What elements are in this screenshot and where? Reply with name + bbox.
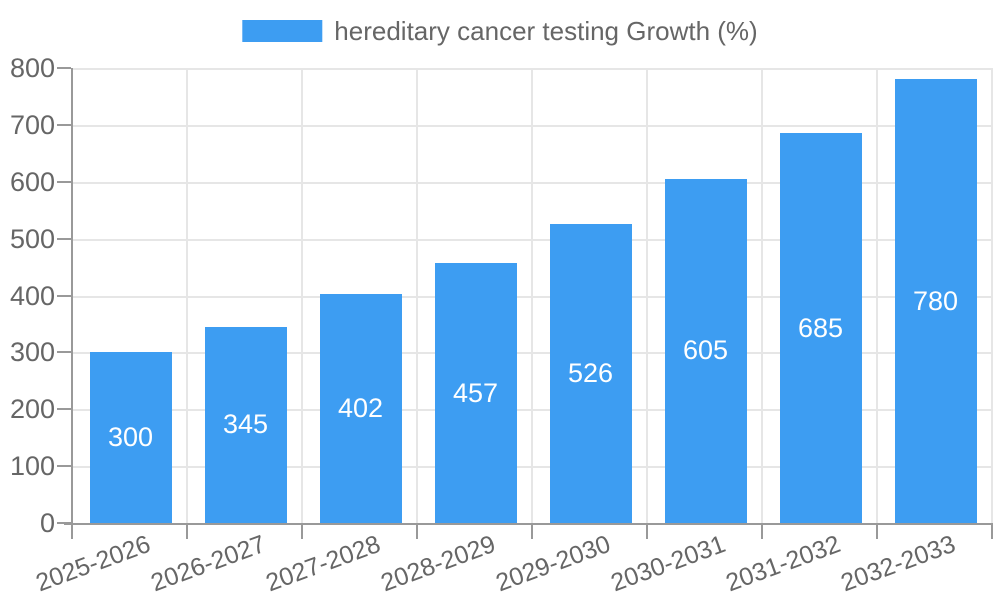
- y-tick-mark: [57, 237, 71, 240]
- x-tick-label: 2028-2029: [377, 530, 500, 598]
- y-tick-label: 0: [39, 508, 55, 538]
- x-tick-mark: [531, 525, 533, 539]
- x-tick-label: 2030-2031: [607, 530, 730, 598]
- y-tick-mark: [57, 67, 71, 69]
- x-tick-label: 2027-2028: [262, 530, 385, 598]
- bar-value-label: 605: [682, 335, 729, 366]
- y-tick-mark: [57, 180, 71, 183]
- bar-value-label: 685: [797, 312, 844, 343]
- legend-label: hereditary cancer testing Growth (%): [334, 16, 758, 46]
- plot-area: 300 345 402 457 526 605 685 780: [57, 67, 993, 539]
- gridline-h: [73, 466, 993, 469]
- bar: 780: [894, 79, 977, 523]
- x-tick-mark: [876, 525, 878, 539]
- y-tick-label: 400: [9, 280, 55, 311]
- y-tick-mark: [57, 408, 71, 411]
- gridline-v: [416, 68, 418, 523]
- gridline-v: [301, 68, 303, 523]
- gridline-h: [73, 352, 993, 355]
- x-axis-line: [64, 523, 993, 525]
- y-tick-mark: [57, 522, 71, 524]
- gridline-v: [991, 68, 993, 523]
- gridline-h: [73, 68, 993, 70]
- gridline-v: [531, 68, 533, 523]
- x-tick-label: 2026-2027: [147, 530, 270, 598]
- x-tick-mark: [186, 525, 188, 539]
- y-tick-label: 800: [9, 53, 55, 83]
- y-tick-mark: [57, 123, 71, 126]
- legend: hereditary cancer testing Growth (%): [242, 16, 758, 46]
- bar: 300: [89, 352, 172, 523]
- y-tick-label: 700: [9, 109, 55, 140]
- y-axis-line: [71, 68, 73, 531]
- x-tick-mark: [646, 525, 648, 539]
- legend-swatch: [242, 20, 323, 42]
- x-tick-label: 2029-2030: [492, 530, 615, 598]
- y-tick-label: 600: [9, 166, 55, 197]
- bar: 457: [434, 263, 517, 523]
- bar: 526: [549, 223, 632, 523]
- bar-value-label: 402: [337, 393, 384, 424]
- gridline-h: [73, 181, 993, 184]
- gridline-v: [646, 68, 648, 523]
- x-tick-mark: [991, 525, 993, 539]
- bar-value-label: 780: [912, 285, 959, 316]
- bar-value-label: 300: [107, 422, 154, 453]
- y-tick-label: 300: [9, 337, 55, 368]
- y-tick-mark: [57, 294, 71, 297]
- gridline-h: [73, 295, 993, 298]
- x-tick-mark: [761, 525, 763, 539]
- bar: 402: [319, 294, 402, 523]
- gridline-v: [761, 68, 763, 523]
- x-tick-label: 2031-2032: [722, 530, 845, 598]
- bar: 685: [779, 133, 862, 523]
- x-tick-label: 2025-2026: [32, 530, 155, 598]
- x-tick-mark: [416, 525, 418, 539]
- bar: 345: [204, 326, 287, 523]
- x-tick-mark: [71, 525, 73, 539]
- bar-value-label: 526: [567, 357, 614, 388]
- y-tick-mark: [57, 351, 71, 354]
- bar: 605: [664, 178, 747, 523]
- y-tick-label: 500: [9, 223, 55, 254]
- x-tick-label: 2032-2033: [837, 530, 960, 598]
- gridline-v: [186, 68, 188, 523]
- gridline-h: [73, 124, 993, 127]
- x-tick-mark: [301, 525, 303, 539]
- gridline-h: [73, 238, 993, 241]
- gridline-v: [876, 68, 878, 523]
- y-tick-mark: [57, 465, 71, 468]
- y-tick-label: 200: [9, 394, 55, 425]
- gridline-h: [73, 409, 993, 412]
- bar-value-label: 345: [222, 409, 269, 440]
- bar-value-label: 457: [452, 377, 499, 408]
- y-tick-label: 100: [9, 451, 55, 482]
